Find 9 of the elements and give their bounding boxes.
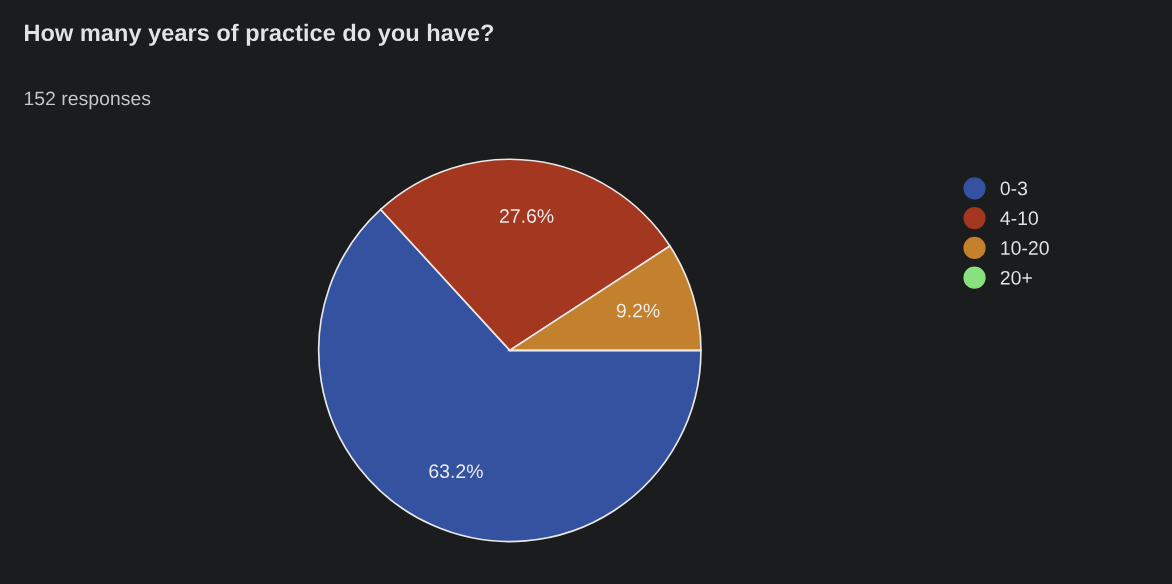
chart-title: How many years of practice do you have? [25,23,494,46]
text: 152 responses [24,91,151,110]
legend-label: 4-10 [1000,211,1038,226]
legend-label: 20+ [1000,270,1032,285]
data-label: 27.6% [500,209,554,223]
legend-label: 10-20 [1001,241,1049,255]
data-label: 9.2% [616,303,660,318]
legend-label: 0-3 [1000,181,1028,196]
data-label: 63.2% [429,464,483,479]
